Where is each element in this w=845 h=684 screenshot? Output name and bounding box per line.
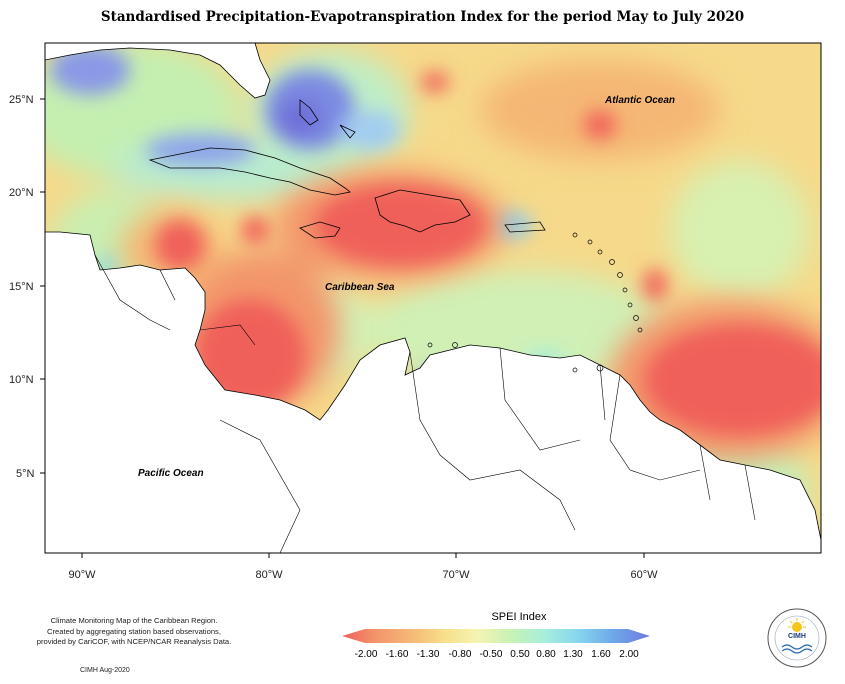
spei-field (45, 43, 821, 553)
lat-tick-label: 15°N (9, 281, 34, 293)
map-date: CIMH Aug-2020 (80, 667, 130, 674)
atlantic-ocean-label: Atlantic Ocean (604, 95, 675, 106)
lon-tick-label: 70°W (442, 569, 470, 581)
legend-tick-label: 2.00 (619, 649, 639, 660)
cimh-logo (767, 608, 827, 668)
legend-tick-label: -0.80 (448, 649, 472, 660)
legend-tick-label: -1.60 (385, 649, 409, 660)
lat-tick-label: 10°N (9, 374, 34, 386)
caribbean-sea-label: Caribbean Sea (325, 282, 395, 293)
pacific-ocean-label: Pacific Ocean (138, 468, 204, 479)
legend-tick-label: 0.50 (510, 649, 530, 660)
lon-tick-label: 90°W (68, 569, 96, 581)
sun-icon (788, 618, 806, 632)
lat-tick-label: 20°N (9, 187, 34, 199)
credit-line: Climate Monitoring Map of the Caribbean … (50, 616, 218, 625)
wave-icon (781, 644, 813, 654)
logo-text: CIMH (788, 633, 806, 640)
lesser-antilles (427, 232, 643, 373)
legend-title: SPEI Index (491, 611, 547, 623)
credit-line: Created by aggregating station based obs… (47, 626, 221, 636)
legend-tick-label: 1.60 (591, 649, 611, 660)
legend-tick-label: -2.00 (354, 649, 378, 660)
country-borders (94, 254, 756, 553)
map-frame (44, 42, 822, 554)
lat-tick-label: 5°N (16, 468, 35, 480)
lat-tick-label: 25°N (9, 94, 34, 106)
spei-legend-bar (342, 629, 650, 643)
land-masses (45, 43, 821, 553)
lon-tick-label: 60°W (630, 569, 658, 581)
lon-axis (81, 553, 645, 558)
map-title: Standardised Precipitation-Evapotranspir… (100, 9, 745, 25)
legend-tick-label: -1.30 (416, 649, 440, 660)
legend-tick-label: 0.80 (536, 649, 556, 660)
lat-axis (40, 98, 45, 474)
credits: Climate Monitoring Map of the Caribbean … (24, 616, 244, 648)
legend-tick-label: -0.50 (479, 649, 503, 660)
lon-tick-label: 80°W (255, 569, 283, 581)
legend-tick-label: 1.30 (563, 649, 583, 660)
credit-line: provided by CariCOF, with NCEP/NCAR Rean… (36, 637, 232, 646)
